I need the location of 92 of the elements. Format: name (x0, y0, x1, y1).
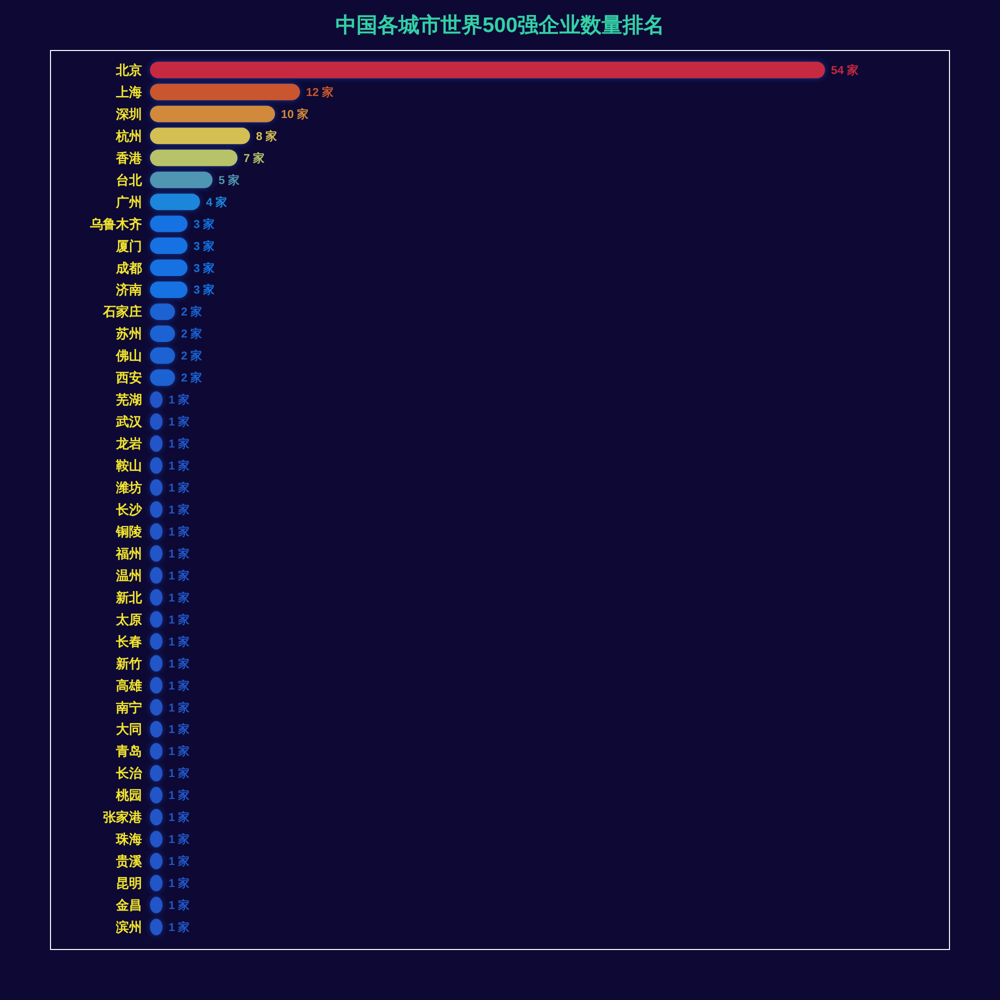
bar (150, 62, 825, 78)
chart-title: 中国各城市世界500强企业数量排名 (335, 13, 665, 37)
y-tick-label: 佛山 (115, 348, 142, 364)
data-label: 5 家 (218, 172, 240, 187)
data-label: 1 家 (168, 612, 190, 626)
y-tick-label: 滨州 (115, 920, 142, 935)
bar (150, 216, 188, 232)
data-label: 8 家 (256, 128, 278, 143)
data-label: 1 家 (168, 524, 190, 538)
bar (150, 128, 250, 144)
data-label: 2 家 (181, 304, 203, 319)
y-tick-label: 上海 (115, 84, 142, 100)
data-label: 1 家 (168, 502, 190, 516)
y-tick-label: 大同 (116, 722, 142, 737)
data-label: 1 家 (168, 854, 190, 868)
y-tick-label: 高雄 (116, 678, 142, 693)
data-label: 10 家 (281, 106, 309, 121)
bar (150, 150, 238, 166)
data-label: 1 家 (168, 480, 190, 495)
bar (150, 84, 300, 100)
y-tick-label: 龙岩 (115, 436, 142, 452)
y-tick-label: 新竹 (115, 656, 142, 671)
data-label: 1 家 (168, 634, 190, 648)
data-label: 1 家 (168, 920, 190, 934)
data-label: 1 家 (168, 744, 190, 758)
data-label: 54 家 (831, 62, 859, 77)
y-tick-label: 西安 (115, 370, 142, 386)
bar (150, 106, 275, 122)
y-tick-label: 张家港 (103, 810, 143, 825)
y-tick-label: 芜湖 (115, 392, 142, 408)
y-tick-label: 杭州 (115, 128, 142, 144)
data-label: 1 家 (168, 876, 190, 890)
data-label: 2 家 (181, 326, 203, 341)
data-label: 1 家 (168, 568, 190, 582)
y-tick-label: 南宁 (115, 700, 142, 715)
y-tick-label: 济南 (115, 282, 142, 298)
y-tick-label: 长治 (115, 766, 143, 781)
data-label: 2 家 (181, 348, 203, 363)
y-tick-label: 温州 (115, 568, 142, 583)
y-tick-label: 石家庄 (102, 304, 142, 320)
data-label: 12 家 (306, 84, 334, 99)
y-tick-label: 潍坊 (115, 480, 142, 496)
data-label: 1 家 (168, 436, 190, 451)
y-tick-label: 福州 (115, 546, 142, 561)
data-label: 4 家 (206, 194, 228, 209)
data-label: 1 家 (168, 590, 190, 604)
y-tick-label: 厦门 (115, 238, 142, 254)
y-tick-label: 长春 (115, 634, 142, 649)
data-label: 1 家 (168, 546, 190, 560)
y-tick-label: 成都 (115, 260, 142, 276)
bar (150, 238, 188, 254)
data-label: 3 家 (194, 216, 216, 231)
data-label: 1 家 (168, 458, 190, 473)
y-tick-label: 鞍山 (115, 458, 142, 474)
data-label: 1 家 (168, 788, 190, 802)
data-label: 1 家 (168, 392, 190, 407)
data-label: 1 家 (168, 700, 190, 714)
y-tick-label: 昆明 (116, 876, 142, 891)
y-tick-label: 金昌 (115, 898, 142, 913)
bar (150, 260, 188, 276)
data-label: 1 家 (168, 766, 190, 780)
data-label: 3 家 (194, 238, 216, 253)
data-label: 3 家 (194, 282, 216, 297)
y-tick-label: 乌鲁木齐 (89, 216, 142, 232)
data-label: 1 家 (168, 414, 190, 429)
bar (150, 172, 212, 188)
y-tick-label: 深圳 (115, 106, 142, 122)
y-tick-label: 桃园 (115, 788, 142, 803)
y-tick-label: 武汉 (115, 414, 143, 430)
y-tick-label: 香港 (115, 150, 143, 166)
data-label: 1 家 (168, 832, 190, 846)
y-tick-label: 新北 (115, 590, 143, 605)
data-label: 1 家 (168, 656, 190, 670)
bar (150, 281, 188, 298)
data-label: 1 家 (168, 678, 190, 692)
data-label: 3 家 (194, 260, 216, 275)
data-label: 1 家 (168, 898, 190, 912)
data-label: 2 家 (181, 370, 203, 385)
y-tick-label: 台北 (116, 172, 143, 188)
y-tick-label: 广州 (115, 194, 142, 210)
y-tick-label: 太原 (115, 612, 142, 627)
data-label: 7 家 (244, 150, 266, 165)
y-tick-label: 青岛 (115, 744, 142, 759)
y-tick-label: 珠海 (115, 832, 142, 847)
data-label: 1 家 (168, 722, 190, 736)
y-tick-label: 贵溪 (115, 854, 143, 869)
y-tick-label: 北京 (115, 62, 142, 78)
bar (150, 194, 200, 210)
y-tick-label: 苏州 (115, 326, 142, 342)
data-label: 1 家 (168, 810, 190, 824)
y-tick-label: 长沙 (115, 502, 143, 517)
y-tick-label: 铜陵 (115, 524, 143, 539)
